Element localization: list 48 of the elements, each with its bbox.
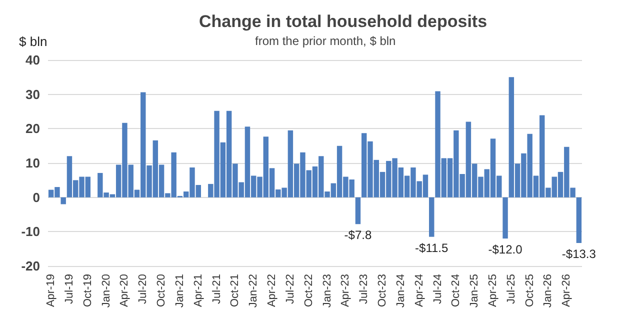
x-tick-label: Jul-23	[358, 274, 370, 304]
y-tick-label: -10	[21, 224, 40, 240]
x-tick-label: Apr-21	[192, 274, 204, 308]
x-tick-label: Apr-20	[118, 274, 131, 308]
x-tick-label: Apr-25	[487, 274, 499, 308]
y-tick-label: 0	[32, 190, 40, 205]
x-tick-label: Apr-24	[413, 274, 426, 308]
y-axis-title: $ bln	[19, 34, 48, 49]
x-tick-label: Oct-24	[450, 274, 462, 308]
y-tick-label: 20	[26, 121, 40, 136]
x-tick-label: Jul-25	[505, 274, 518, 304]
x-tick-label: Jan-20	[100, 274, 112, 308]
data-label: -$13.3	[562, 246, 596, 261]
x-tick-label: Apr-19	[45, 274, 58, 308]
x-tick-label: Apr-23	[340, 274, 352, 308]
y-tick-label: 10	[26, 156, 40, 170]
y-tick-label: -20	[21, 258, 40, 274]
y-tick-label: 30	[26, 86, 40, 102]
y-tick-label: 40	[26, 52, 40, 68]
x-tick-label: Oct-22	[302, 274, 315, 308]
bar	[576, 197, 582, 243]
x-tick-label: Oct-21	[229, 274, 242, 308]
x-tick-label: Jan-22	[248, 274, 260, 308]
x-tick-label: Jan-23	[321, 274, 334, 308]
x-tick-label: Jan-25	[468, 274, 481, 308]
chart-subtitle: from the prior month, $ bln	[255, 34, 396, 48]
data-label: -$12.0	[488, 242, 523, 257]
x-tick-label: Oct-19	[82, 274, 94, 308]
x-tick-label: Oct-25	[524, 274, 536, 308]
x-tick-label: Jul-24	[432, 274, 444, 304]
x-tick-label: Oct-20	[156, 274, 168, 308]
bar	[502, 197, 508, 239]
x-tick-label: Jan-24	[394, 274, 407, 308]
bar	[60, 197, 66, 204]
bar	[429, 197, 434, 237]
chart-title: Change in total household deposits	[198, 12, 488, 31]
x-tick-label: Jul-20	[137, 274, 150, 304]
x-tick-label: Apr-26	[560, 274, 573, 308]
x-tick-label: Jan-21	[174, 274, 186, 308]
x-tick-label: Jul-21	[210, 274, 223, 304]
x-tick-label: Oct-23	[376, 274, 389, 308]
data-label: -$11.5	[415, 240, 449, 255]
x-tick-label: Apr-22	[266, 274, 278, 308]
x-tick-label: Jul-19	[63, 274, 76, 304]
bar	[355, 197, 361, 224]
x-tick-label: Jan-26	[542, 274, 554, 308]
x-tick-label: Jul-22	[284, 274, 296, 304]
data-label: -$7.8	[344, 228, 372, 242]
